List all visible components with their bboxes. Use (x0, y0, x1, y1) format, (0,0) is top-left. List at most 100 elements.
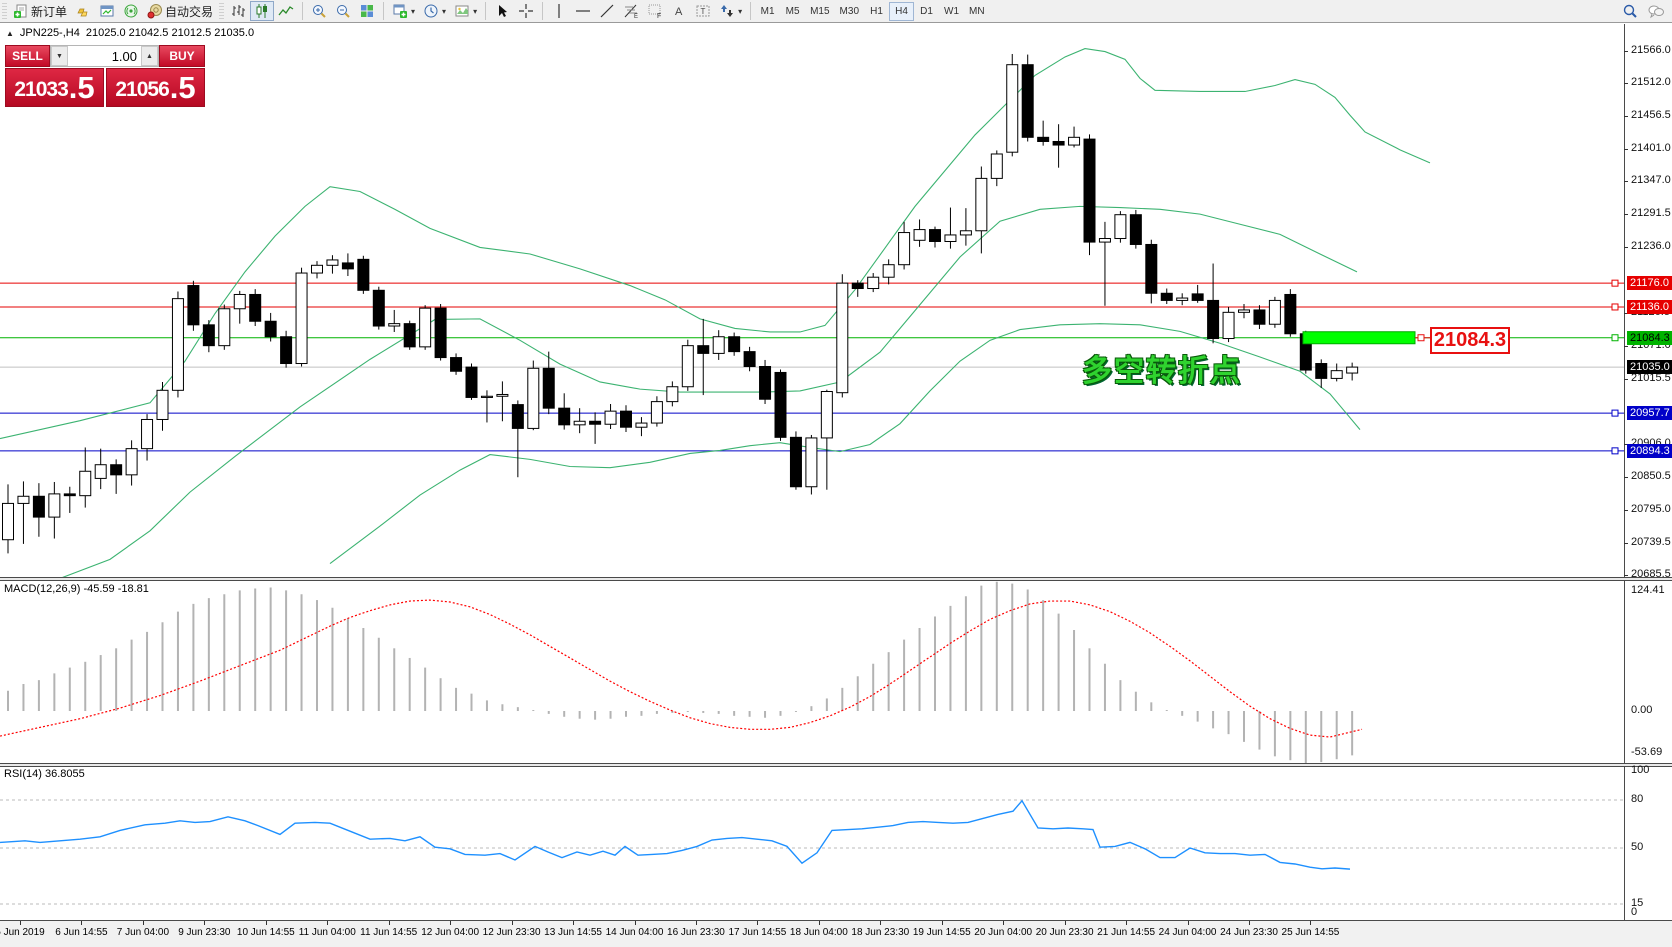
vertical-line-button[interactable] (547, 1, 571, 21)
symbol-timeframe: JPN225-,H4 (19, 27, 80, 39)
bar-chart-button[interactable] (226, 1, 250, 21)
toolbar-separator (383, 2, 385, 20)
text-label-button[interactable]: T (691, 1, 715, 21)
time-tick-label: 6 Jun 14:55 (55, 927, 108, 938)
text-button[interactable]: A (667, 1, 691, 21)
horizontal-line-button[interactable] (571, 1, 595, 21)
timeframe-d1[interactable]: D1 (920, 5, 933, 17)
horizontal-line-icon (576, 10, 591, 12)
rsi-panel-splitter[interactable] (0, 763, 1672, 767)
new-order-button[interactable]: 新订单 (9, 1, 71, 21)
price-tick-mark (1624, 312, 1628, 314)
timeframe-h4[interactable]: H4 (889, 1, 914, 21)
timeframe-m5[interactable]: M5 (785, 5, 800, 17)
level-handle[interactable] (1611, 409, 1619, 417)
price-tick-mark (1624, 51, 1628, 52)
template-button[interactable]: ▾ (450, 1, 481, 21)
price-tick-mark (1624, 345, 1628, 347)
bar-chart-icon (232, 5, 246, 17)
auto-trading-icon (147, 4, 163, 19)
price-tick-label: 21401.0 (1631, 142, 1671, 155)
level-handle[interactable] (1611, 334, 1619, 342)
signal-icon (124, 4, 138, 18)
timeframe-m30[interactable]: M30 (839, 5, 859, 17)
period-button[interactable]: ▾ (419, 1, 450, 21)
price-axis-line (1624, 24, 1625, 921)
buy-price-button[interactable]: 21056 .5 (106, 68, 205, 107)
price-tick-mark (1624, 83, 1628, 85)
price-tick-mark (1624, 116, 1628, 118)
cursor-button[interactable] (490, 1, 514, 21)
trendline-icon (600, 4, 614, 18)
sell-button[interactable]: SELL (5, 45, 50, 67)
timeframe-group: M1 M5 M15 M30 H1 H4 D1 W1 MN (755, 1, 989, 21)
timeframe-m15[interactable]: M15 (810, 5, 830, 17)
price-tick-label: 21236.0 (1631, 240, 1671, 253)
arrows-button[interactable]: ▾ (715, 1, 746, 21)
callout-handle[interactable] (1417, 334, 1425, 342)
toolbar-grip[interactable] (219, 3, 225, 19)
vertical-line-icon (558, 4, 560, 18)
time-tick-label: 14 Jun 04:00 (605, 927, 664, 938)
signals-button[interactable] (119, 1, 143, 21)
cursor-icon (499, 5, 508, 17)
time-tick-label: 12 Jun 04:00 (421, 927, 480, 938)
chart-annotation[interactable]: 多空转折点 (1082, 355, 1242, 388)
volume-input[interactable] (68, 46, 141, 66)
crosshair-button[interactable] (514, 1, 538, 21)
text-label-icon: T (696, 5, 710, 17)
price-tick-label: 21566.0 (1631, 44, 1671, 56)
rsi-layer (0, 799, 1624, 905)
macd-panel-splitter[interactable] (0, 577, 1672, 581)
time-tick-mark (265, 921, 267, 925)
toolbar-grip[interactable] (2, 3, 7, 19)
zoom-in-button[interactable] (307, 1, 331, 21)
grid-button[interactable]: F (643, 1, 667, 21)
timeframe-w1[interactable]: W1 (944, 5, 959, 17)
tile-windows-button[interactable] (355, 1, 379, 21)
time-tick-label: 10 Jun 14:55 (236, 927, 295, 938)
collapse-triangle-icon[interactable]: ▲ (6, 28, 14, 38)
search-icon[interactable] (1622, 3, 1638, 19)
level-price-badge: 21084.3 (1627, 330, 1672, 345)
auto-trading-button[interactable]: 自动交易 (143, 1, 217, 21)
sell-price-button[interactable]: 21033 .5 (5, 68, 104, 107)
time-tick-label: 11 Jun 14:55 (360, 927, 418, 938)
time-tick-mark (1064, 921, 1066, 925)
zoom-out-button[interactable] (331, 1, 355, 21)
timeframe-mn[interactable]: MN (969, 5, 985, 17)
fibonacci-button[interactable]: E (619, 1, 643, 21)
highlight-bar[interactable] (1302, 331, 1416, 345)
candlestick-chart-button[interactable] (250, 1, 275, 21)
buy-button[interactable]: BUY (159, 45, 205, 67)
volume-up-button[interactable]: ▲ (141, 46, 158, 66)
time-tick-mark (1249, 921, 1250, 925)
trendline-button[interactable] (595, 1, 619, 21)
chat-icon[interactable] (1648, 3, 1664, 19)
new-order-icon (14, 4, 27, 18)
timeframe-h1[interactable]: H1 (870, 5, 883, 17)
gold-symbol-button[interactable] (71, 1, 95, 21)
level-handle[interactable] (1611, 279, 1619, 287)
grid-icon: F (648, 4, 661, 19)
current-price-badge: 21035.0 (1627, 360, 1672, 375)
time-tick-mark (757, 921, 759, 925)
timeframe-m1[interactable]: M1 (760, 5, 775, 17)
volume-down-button[interactable]: ▼ (51, 46, 68, 66)
market-watch-button[interactable] (95, 1, 119, 21)
rsi-tick-label: 100 (1631, 764, 1650, 776)
svg-text:E: E (634, 14, 638, 19)
level-handle[interactable] (1611, 447, 1619, 455)
price-callout-label[interactable]: 21084.3 (1430, 327, 1510, 354)
macd-layer (0, 581, 1363, 763)
candles-group (2, 53, 1359, 554)
level-handle[interactable] (1611, 303, 1619, 311)
price-tick-label: 20685.5 (1631, 568, 1671, 581)
tile-windows-icon (361, 5, 374, 17)
new-chart-button[interactable]: ▾ (388, 1, 419, 21)
top-toolbar: 新订单 自动交易 (0, 0, 1672, 23)
time-axis[interactable]: 5 Jun 2019 6 Jun 14:55 7 Jun 04:00 9 Jun 23… (0, 921, 1672, 947)
line-chart-button[interactable] (274, 1, 298, 21)
time-tick-mark (327, 921, 329, 925)
